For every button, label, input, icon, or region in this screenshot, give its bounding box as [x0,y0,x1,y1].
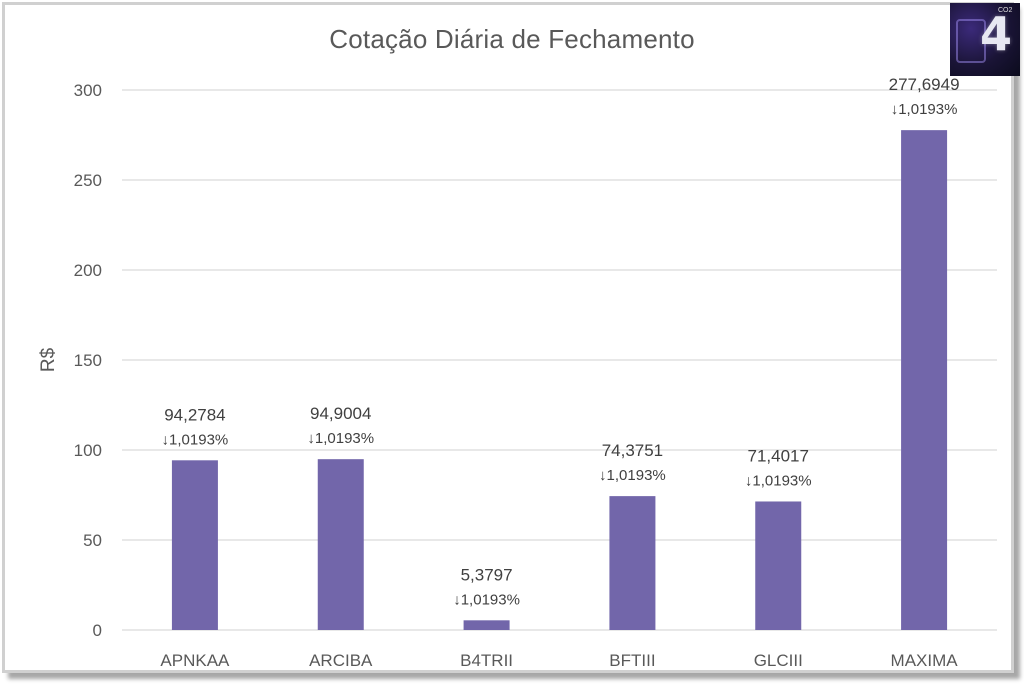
data-label-change: ↓1,0193% [453,591,520,608]
chart-frame [2,2,1014,673]
x-tick-label: BFTIII [609,651,655,670]
y-tick-label: 50 [83,531,102,550]
x-tick-label: APNKAA [160,651,230,670]
y-tick-label: 100 [74,441,102,460]
bar [171,460,218,630]
y-axis-label: R$ [38,347,59,372]
bar [755,501,802,630]
x-tick-label: MAXIMA [891,651,959,670]
logo-ring [956,19,986,63]
data-label-change: ↓1,0193% [891,101,958,118]
x-tick-label: B4TRII [460,651,513,670]
bar [317,459,364,630]
data-label-value: 94,9004 [310,404,371,423]
bar [609,496,656,630]
data-label-change: ↓1,0193% [307,430,374,447]
y-tick-label: 150 [74,351,102,370]
x-tick-label: ARCIBA [309,651,373,670]
chart-title: Cotação Diária de Fechamento [329,24,695,54]
x-tick-label: GLCIII [754,651,803,670]
bar [901,130,948,631]
data-label-value: 277,6949 [889,75,960,94]
logo-number: 4 [979,7,1012,61]
y-tick-label: 0 [93,621,102,640]
data-label-change: ↓1,0193% [599,467,666,484]
logo-superscript: CO2 [998,7,1013,14]
y-tick-label: 200 [74,261,102,280]
data-label-change: ↓1,0193% [162,431,229,448]
y-tick-label: 300 [74,81,102,100]
data-label-change: ↓1,0193% [745,472,812,489]
data-label-value: 74,3751 [602,441,663,460]
y-tick-label: 250 [74,171,102,190]
data-label-value: 5,3797 [461,565,513,584]
bar [463,620,510,630]
data-label-value: 94,2784 [164,405,225,424]
logo-badge: CO2 4 [950,3,1020,76]
data-label-value: 71,4017 [748,446,809,465]
